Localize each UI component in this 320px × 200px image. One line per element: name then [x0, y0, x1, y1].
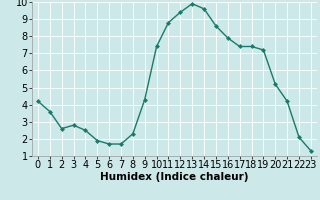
X-axis label: Humidex (Indice chaleur): Humidex (Indice chaleur)	[100, 172, 249, 182]
